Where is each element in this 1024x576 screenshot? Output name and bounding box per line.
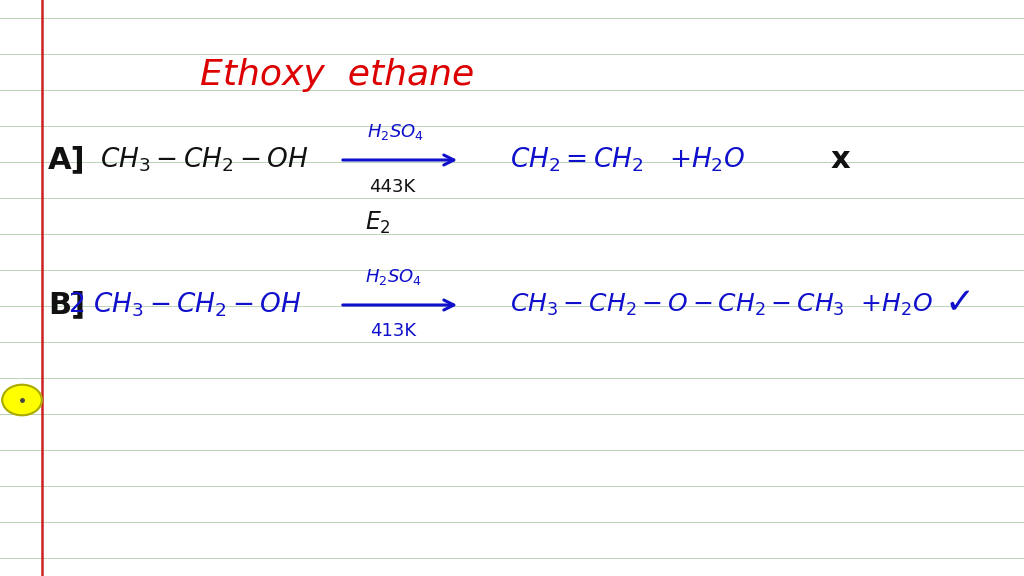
Text: $CH_3 - CH_2 - O - CH_2 - CH_3$  $+ H_2O$: $CH_3 - CH_2 - O - CH_2 - CH_3$ $+ H_2O$ — [510, 292, 933, 318]
Text: A]: A] — [48, 146, 86, 175]
Ellipse shape — [2, 385, 42, 415]
Text: x: x — [830, 146, 850, 175]
Text: $2\ CH_3 - CH_2 - OH$: $2\ CH_3 - CH_2 - OH$ — [68, 291, 301, 319]
Text: ✓: ✓ — [945, 286, 975, 320]
Text: 443K: 443K — [369, 178, 415, 196]
Text: $CH_3 - CH_2 - OH$: $CH_3 - CH_2 - OH$ — [100, 146, 308, 175]
Text: $H_2SO_4$: $H_2SO_4$ — [367, 122, 424, 142]
Text: 413K: 413K — [370, 322, 416, 340]
Text: Ethoxy  ethane: Ethoxy ethane — [200, 58, 474, 92]
Text: B]: B] — [48, 290, 85, 320]
Text: $CH_2 = CH_2$   $+ H_2O$: $CH_2 = CH_2$ $+ H_2O$ — [510, 146, 745, 175]
Text: $E_2$: $E_2$ — [365, 210, 391, 236]
Text: $H_2SO_4$: $H_2SO_4$ — [365, 267, 422, 287]
